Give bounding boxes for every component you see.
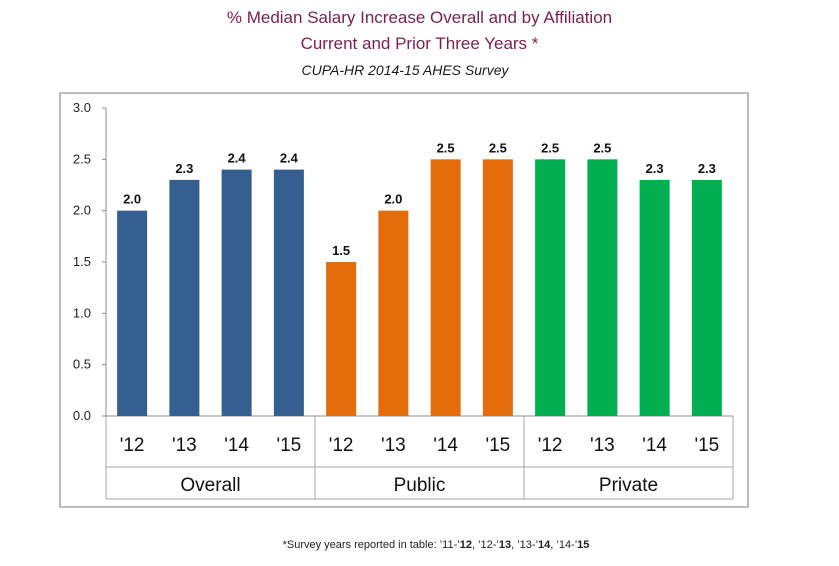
category-label: '14	[224, 435, 249, 456]
category-label: '14	[642, 435, 667, 456]
category-label: '15	[485, 435, 510, 456]
category-label: '12	[120, 435, 145, 456]
bar-public-1	[378, 210, 409, 416]
footnote-item-0-plain: ’11-’	[439, 539, 460, 551]
bar-private-3	[691, 179, 722, 416]
footnote-prefix: *Survey years reported in table:	[282, 539, 440, 551]
category-label: '15	[694, 435, 719, 456]
bar-private-0	[535, 159, 566, 417]
data-label: 2.5	[489, 140, 507, 155]
footnote-item-2-plain: , ’13-’	[511, 539, 539, 551]
group-label: Overall	[180, 475, 240, 496]
category-label: '14	[433, 435, 458, 456]
bar-public-3	[482, 159, 513, 417]
plot-frame	[59, 92, 749, 508]
group-label: Private	[599, 475, 658, 496]
data-label: 2.5	[541, 140, 559, 155]
y-tick-label: 1.5	[73, 254, 91, 269]
footnote-item-3-bold: 15	[577, 539, 590, 551]
group-label: Public	[394, 475, 446, 496]
footnote-item-2-bold: 14	[538, 539, 551, 551]
category-label: '13	[590, 435, 615, 456]
data-label: 2.3	[175, 161, 193, 176]
data-label: 1.5	[332, 243, 350, 258]
bar-private-2	[639, 179, 670, 416]
category-label: '15	[276, 435, 301, 456]
footnote-item-1-plain: , ’12-’	[471, 539, 499, 551]
data-label: 2.0	[384, 192, 402, 207]
y-tick-label: 1.0	[73, 305, 91, 320]
footnote: *Survey years reported in table: ’11-’12…	[0, 539, 839, 551]
data-label: 2.3	[698, 161, 716, 176]
data-label: 2.3	[646, 161, 664, 176]
chart-subtitle: Current and Prior Three Years *	[300, 34, 539, 53]
data-label: 2.5	[593, 140, 611, 155]
bar-public-0	[326, 262, 357, 416]
y-tick-label: 0.0	[73, 408, 91, 423]
bar-private-1	[587, 159, 618, 417]
y-tick-label: 2.5	[73, 151, 91, 166]
y-tick-label: 0.5	[73, 357, 91, 372]
footnote-item-1-bold: 13	[498, 539, 512, 551]
footnote-item-3-plain: , ’14-’	[550, 539, 578, 551]
category-label: '13	[172, 435, 197, 456]
chart-title: % Median Salary Increase Overall and by …	[226, 8, 613, 27]
bar-overall-3	[273, 169, 304, 416]
bar-overall-2	[221, 169, 252, 416]
data-label: 2.0	[123, 192, 141, 207]
category-label: '12	[538, 435, 563, 456]
chart-source: CUPA-HR 2014-15 AHES Survey	[301, 62, 509, 78]
footnote-item-0-bold: 12	[459, 539, 472, 551]
bar-public-2	[430, 159, 461, 417]
data-label: 2.4	[280, 151, 299, 166]
bar-overall-0	[117, 210, 148, 416]
bar-overall-1	[169, 179, 200, 416]
y-tick-label: 3.0	[73, 100, 91, 115]
category-label: '12	[329, 435, 354, 456]
category-label: '13	[381, 435, 406, 456]
y-tick-label: 2.0	[73, 203, 91, 218]
data-label: 2.5	[437, 140, 455, 155]
data-label: 2.4	[228, 151, 247, 166]
